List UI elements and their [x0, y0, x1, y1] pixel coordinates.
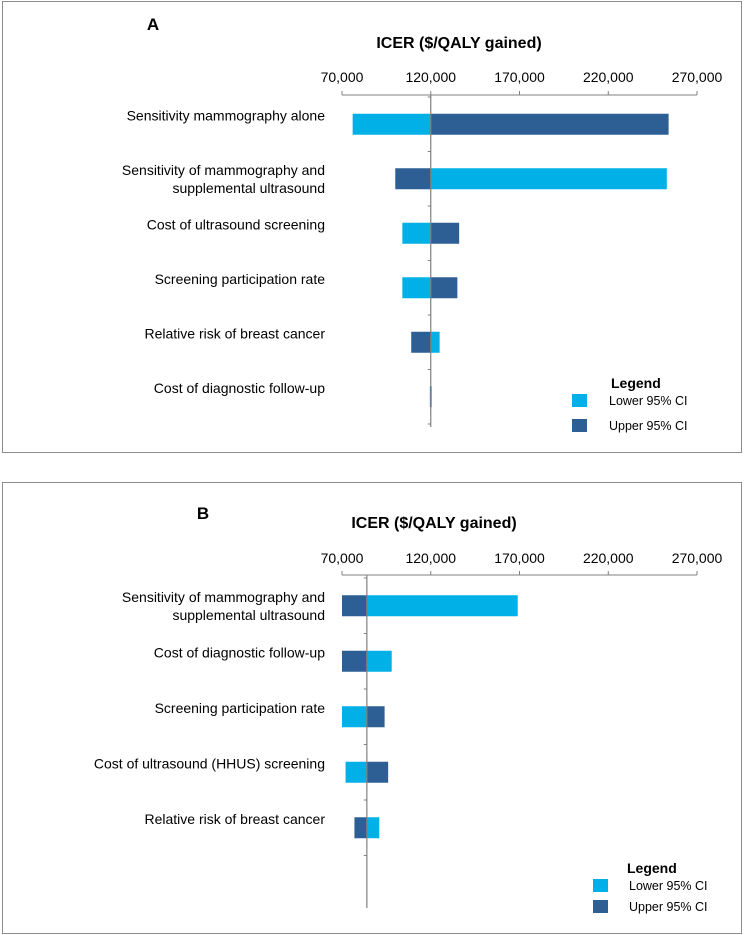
x-tick-label: 220,000 — [583, 550, 634, 566]
panel-label: A — [147, 15, 159, 34]
bar-lower-95ci — [342, 706, 367, 728]
bar-upper-95ci — [366, 706, 385, 728]
bar-lower-95ci — [430, 168, 667, 190]
legend-title: Legend — [611, 375, 661, 391]
axis-title: ICER ($/QALY gained) — [376, 35, 541, 52]
bar-lower-95ci — [402, 277, 431, 299]
category-label: supplemental ultrasound — [172, 180, 325, 196]
category-label: Cost of diagnostic follow-up — [154, 644, 325, 660]
x-tick-label: 270,000 — [672, 550, 723, 566]
category-label: Screening participation rate — [155, 271, 326, 287]
legend-swatch-upper — [593, 900, 608, 913]
bar-upper-95ci — [430, 277, 458, 299]
legend-swatch-lower — [572, 394, 587, 407]
category-label: Sensitivity of mammography and — [122, 162, 325, 178]
bar-lower-95ci — [430, 331, 440, 353]
panel-label: B — [197, 504, 209, 523]
bar-lower-95ci — [366, 817, 380, 839]
category-label: Cost of ultrasound screening — [147, 216, 325, 232]
chart-b-svg: B ICER ($/QALY gained) 70,000 120,000 170,00… — [94, 504, 723, 914]
bar-upper-95ci — [354, 817, 367, 839]
legend-label-upper: Upper 95% CI — [629, 900, 708, 914]
x-tick-label: 170,000 — [494, 69, 545, 85]
x-tick-label: 170,000 — [494, 550, 545, 566]
bar-lower-95ci — [402, 222, 431, 244]
category-label: Relative risk of breast cancer — [144, 325, 325, 341]
bar-upper-95ci — [430, 222, 460, 244]
bar-upper-95ci — [342, 595, 367, 617]
x-tick-label: 220,000 — [583, 69, 634, 85]
legend-title: Legend — [627, 860, 677, 876]
bar-upper-95ci — [430, 113, 669, 135]
bar-upper-95ci — [411, 331, 431, 353]
tornado-chart-panel-b: B ICER ($/QALY gained) 70,000 120,000 170,00… — [2, 482, 742, 934]
x-tick-label: 120,000 — [405, 69, 456, 85]
category-label: Cost of ultrasound (HHUS) screening — [94, 755, 325, 771]
legend-label-lower: Lower 95% CI — [629, 879, 708, 893]
category-label: supplemental ultrasound — [172, 607, 325, 623]
bar-lower-95ci — [345, 761, 367, 783]
bar-lower-95ci — [366, 650, 392, 672]
x-tick-label: 270,000 — [672, 69, 723, 85]
x-tick-label: 70,000 — [321, 550, 364, 566]
legend-swatch-upper — [572, 419, 587, 432]
axis-title: ICER ($/QALY gained) — [351, 515, 516, 532]
category-label: Relative risk of breast cancer — [144, 811, 325, 827]
bar-upper-95ci — [342, 650, 367, 672]
category-label: Screening participation rate — [155, 700, 326, 716]
bar-upper-95ci — [366, 761, 389, 783]
legend-swatch-lower — [593, 879, 608, 892]
category-label: Cost of diagnostic follow-up — [154, 380, 325, 396]
legend-label-lower: Lower 95% CI — [609, 394, 688, 408]
category-label: Sensitivity mammography alone — [127, 107, 326, 123]
legend-label-upper: Upper 95% CI — [609, 419, 688, 433]
bar-lower-95ci — [352, 113, 431, 135]
category-label: Sensitivity of mammography and — [122, 589, 325, 605]
x-tick-label: 120,000 — [405, 550, 456, 566]
tornado-chart-panel-a: A ICER ($/QALY gained) 70,000 120,000 170,00… — [2, 1, 742, 453]
bar-upper-95ci — [395, 168, 431, 190]
chart-a-svg: A ICER ($/QALY gained) 70,000 120,000 170,00… — [122, 15, 723, 433]
x-tick-label: 70,000 — [321, 69, 364, 85]
bar-lower-95ci — [366, 595, 518, 617]
